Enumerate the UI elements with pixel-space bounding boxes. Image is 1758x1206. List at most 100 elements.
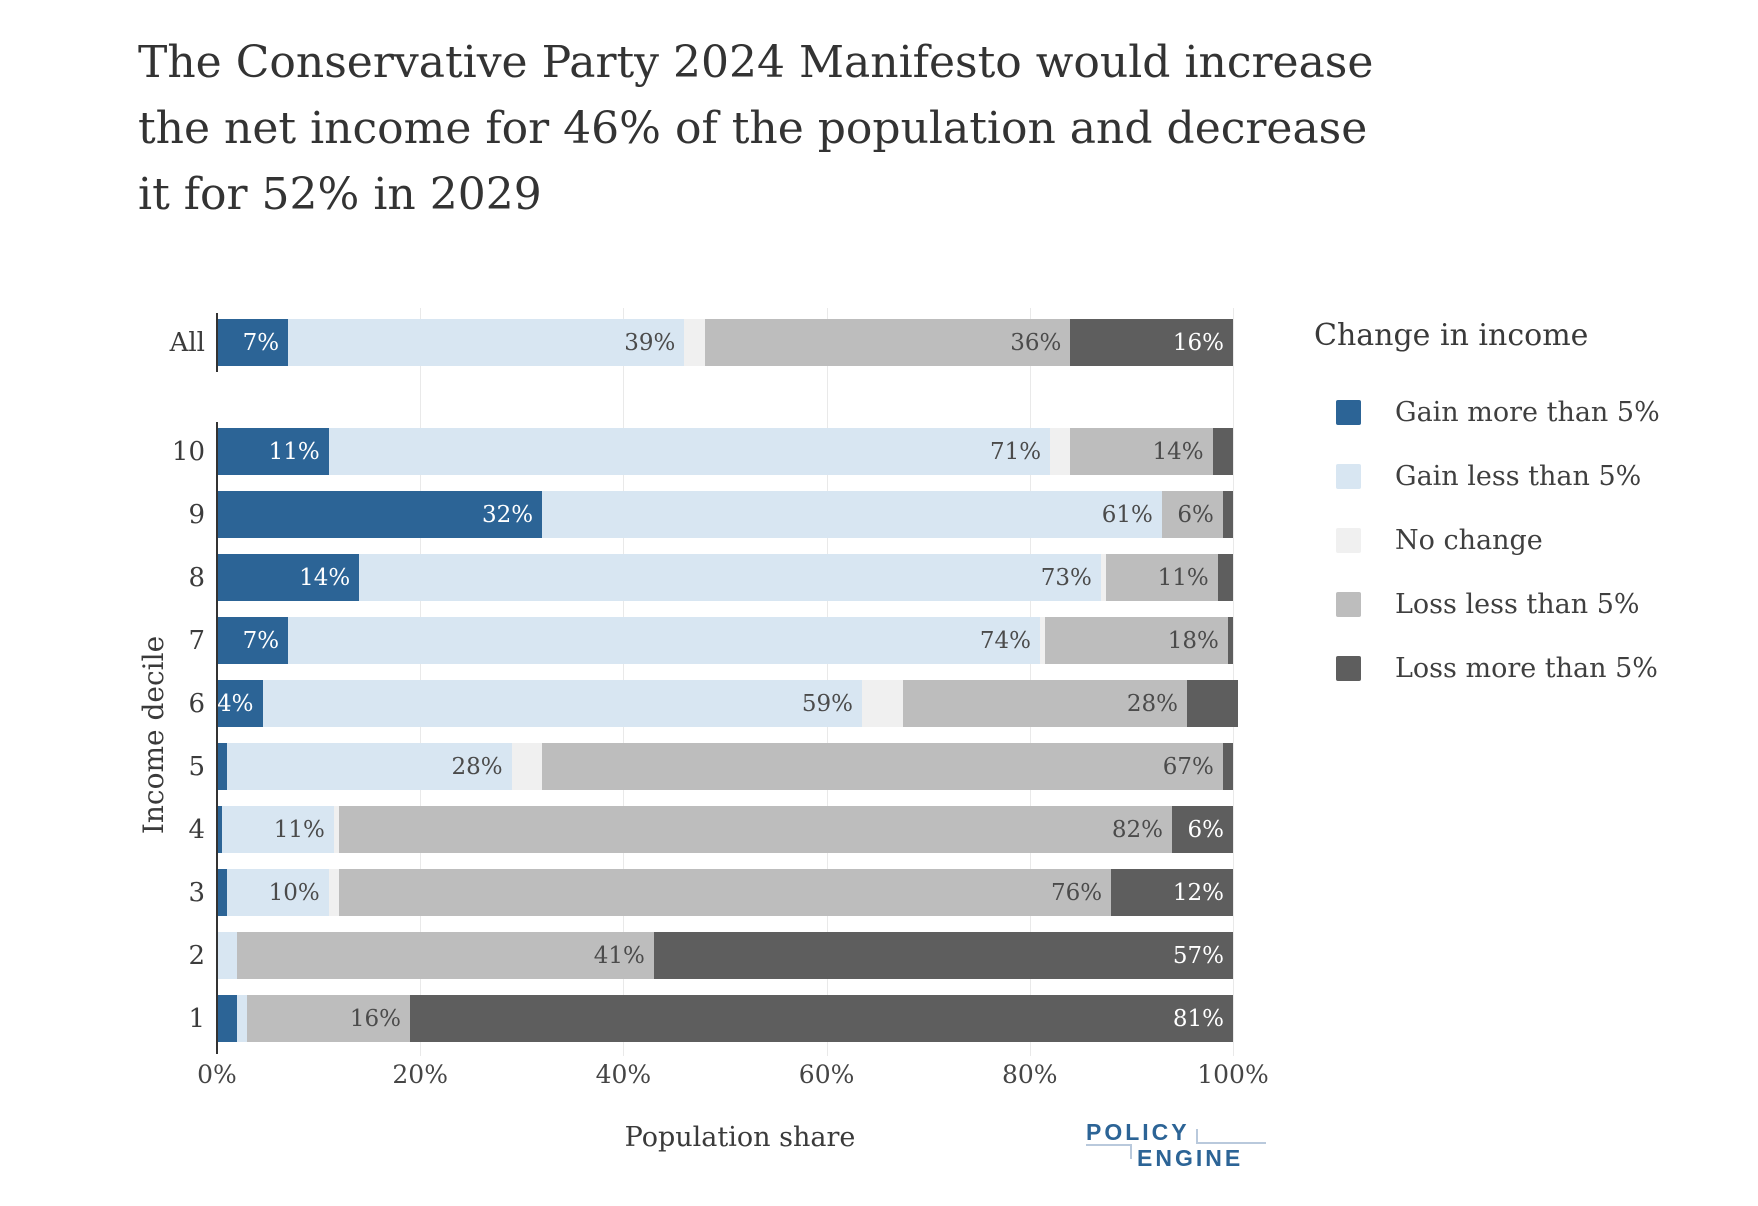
bar-segment: 28% [902,680,1188,727]
bar-segment: 59% [262,680,862,727]
bar-value-label: 76% [1050,879,1103,906]
x-axis-tick-label: 20% [392,1060,448,1089]
y-axis-label-10: 10 [171,436,205,467]
bar-row-5: 28% 67% [217,743,1233,790]
legend-item[interactable]: Loss more than 5% [1314,653,1734,684]
bar-segment: 7% [217,617,289,664]
y-axis-label-7: 7 [188,625,205,656]
bar-row-4: 11% 82% 6% [217,806,1233,853]
bar-segment: 74% [288,617,1040,664]
bar-segment: 57% [653,932,1233,979]
legend-item-label: No change [1395,525,1543,556]
bar-segment [217,743,228,790]
x-axis-tick-label: 80% [1002,1060,1058,1089]
bar-segment [217,995,238,1042]
bar-value-label: 28% [1126,690,1179,717]
bar-segment: 11% [1105,554,1218,601]
legend-swatch-icon [1336,464,1361,489]
legend-item-label: Gain more than 5% [1395,397,1660,428]
bar-value-label: 7% [242,329,280,356]
bar-value-label: 14% [1152,438,1204,465]
bar-row-2: 41% 57% [217,932,1233,979]
bar-value-label: 71% [989,438,1042,465]
bar-segment [217,806,223,853]
legend-item[interactable]: Gain more than 5% [1314,397,1734,428]
y-axis-label-8: 8 [188,562,205,593]
bar-segment: 16% [247,995,411,1042]
bar-value-label: 6% [1187,816,1224,843]
bar-value-label: 39% [624,329,676,356]
bar-segment: 10% [227,869,329,916]
legend-item[interactable]: No change [1314,525,1734,556]
bar-segment: 7% [217,319,289,366]
bar-value-label: 6% [1177,501,1214,528]
logo-row-top: POLICY [1086,1118,1266,1144]
bar-row-10: 11% 71% 14% [217,428,1233,475]
bar-segment [861,680,903,727]
bar-segment [1039,617,1046,664]
logo-row-bottom: ENGINE [1086,1144,1266,1170]
legend-swatch-icon [1336,592,1361,617]
bar-row-3: 10% 76% 12% [217,869,1233,916]
bar-segment: 4% [217,680,263,727]
bar-segment: 61% [542,491,1162,538]
bar-segment [1050,428,1071,475]
y-axis-label-5: 5 [188,751,205,782]
bar-value-label: 73% [1040,564,1092,591]
legend-item-label: Loss more than 5% [1395,653,1658,684]
y-axis-label-6: 6 [188,688,205,719]
logo-text-engine: ENGINE [1137,1145,1244,1171]
bar-value-label: 12% [1172,879,1224,906]
bar-segment [1187,680,1238,727]
bar-segment: 12% [1111,869,1233,916]
bar-row-1: 16% 81% [217,995,1233,1042]
bar-segment [511,743,543,790]
bar-segment: 82% [338,806,1173,853]
y-axis-line-all [216,313,218,372]
bar-value-label: 16% [1172,329,1224,356]
legend-swatch-icon [1336,656,1361,681]
bar-value-label: 67% [1162,753,1214,780]
bar-segment: 73% [359,554,1101,601]
legend-item-label: Loss less than 5% [1395,589,1640,620]
bar-segment: 6% [1172,806,1233,853]
bar-segment: 11% [222,806,334,853]
bar-value-label: 4% [217,690,254,717]
bar-segment: 32% [217,491,543,538]
bar-segment [684,319,705,366]
legend-title: Change in income [1314,318,1589,353]
y-axis-line-deciles [216,422,218,1054]
bar-segment [1227,617,1233,664]
y-axis-label-2: 2 [188,940,205,971]
legend-swatch-icon [1336,400,1361,425]
bar-value-label: 74% [979,627,1031,654]
bar-segment [217,932,238,979]
chart-title: The Conservative Party 2024 Manifesto wo… [138,30,1373,228]
logo-bracket-icon [1086,1144,1132,1159]
y-axis-label-4: 4 [188,814,205,845]
bar-segment: 14% [1070,428,1213,475]
legend-item[interactable]: Gain less than 5% [1314,461,1734,492]
bar-row-7: 7% 74% 18% [217,617,1233,664]
bar-segment: 41% [237,932,654,979]
bar-value-label: 11% [268,438,320,465]
logo-bracket-icon [1195,1129,1266,1144]
bar-segment [328,869,339,916]
legend-swatch-icon [1336,528,1361,553]
logo-text-policy: POLICY [1086,1119,1190,1145]
bar-value-label: 81% [1172,1005,1224,1032]
chart-title-line-1: The Conservative Party 2024 Manifesto wo… [138,37,1374,88]
legend-item[interactable]: Loss less than 5% [1314,589,1734,620]
bar-value-label: 10% [268,879,320,906]
bar-value-label: 7% [242,627,280,654]
legend: Change in income Gain more than 5% Gain l… [1314,318,1734,717]
x-axis-tick-label: 40% [595,1060,652,1089]
y-axis-label-1: 1 [188,1003,205,1034]
bar-segment: 39% [288,319,685,366]
bar-value-label: 57% [1172,942,1224,969]
bar-segment: 36% [704,319,1071,366]
bar-value-label: 28% [451,753,503,780]
bar-value-label: 59% [801,690,853,717]
bar-segment: 14% [217,554,360,601]
